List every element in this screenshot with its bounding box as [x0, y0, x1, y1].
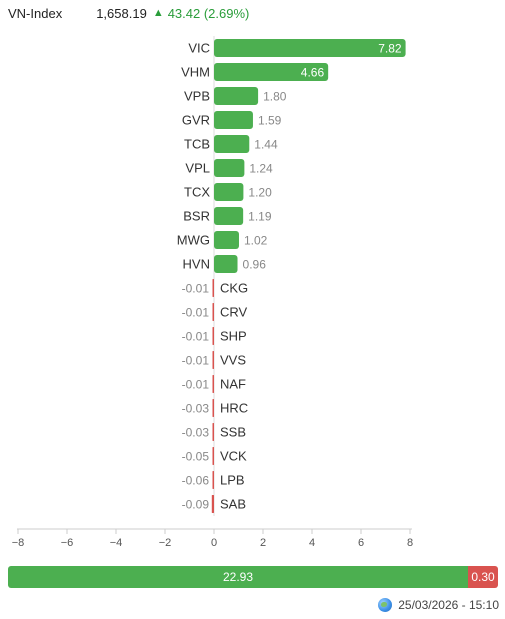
decline-segment: 0.30 — [468, 566, 498, 588]
category-label: SHP — [220, 329, 247, 344]
category-label: CRV — [220, 305, 248, 320]
value-label: -0.03 — [182, 402, 210, 416]
bar-ssb — [212, 423, 214, 441]
value-label: 7.82 — [378, 42, 402, 56]
category-label: TCX — [184, 185, 210, 200]
globe-icon — [378, 598, 393, 612]
value-label: -0.01 — [182, 378, 210, 392]
category-label: GVR — [182, 113, 210, 128]
bar-lpb — [212, 471, 214, 489]
x-tick-label: 2 — [260, 537, 266, 549]
advance-segment: 22.93 — [8, 566, 468, 588]
category-label: NAF — [220, 377, 246, 392]
bar-bsr — [214, 207, 244, 225]
bar-crv — [212, 303, 214, 321]
bar-mwg — [214, 231, 239, 249]
value-label: 1.20 — [248, 186, 272, 200]
value-label: -0.05 — [182, 450, 210, 464]
value-label: -0.01 — [182, 330, 210, 344]
value-label: 1.59 — [258, 114, 282, 128]
bar-hrc — [212, 399, 214, 417]
category-label: SAB — [220, 497, 246, 512]
bar-vhm — [214, 63, 329, 81]
timestamp: 25/03/2026 - 15:10 — [398, 598, 499, 612]
category-label: VPB — [184, 89, 210, 104]
x-tick-label: 4 — [309, 537, 315, 549]
bar-vic — [214, 39, 406, 57]
value-label: 1.44 — [254, 138, 278, 152]
category-label: BSR — [183, 209, 210, 224]
bar-tcx — [214, 183, 244, 201]
bar-vpl — [214, 159, 245, 177]
value-label: 0.96 — [243, 258, 267, 272]
category-label: VPL — [185, 161, 210, 176]
bar-ckg — [212, 279, 214, 297]
category-label: VIC — [188, 41, 210, 56]
value-label: 1.80 — [263, 90, 287, 104]
x-tick-label: −4 — [110, 537, 123, 549]
value-label: 1.19 — [248, 210, 272, 224]
bar-tcb — [214, 135, 250, 153]
index-change: 43.42 (2.69%) — [167, 5, 250, 21]
category-label: CKG — [220, 281, 248, 296]
bar-vck — [212, 447, 214, 465]
index-value: 1,658.19 — [96, 5, 147, 21]
index-header: VN-Index 1,658.19 ▲ 43.42 (2.69%) — [8, 4, 249, 22]
value-label: -0.06 — [182, 474, 210, 488]
x-tick-label: −6 — [61, 537, 74, 549]
decline-label: 0.30 — [471, 570, 495, 584]
bar-sab — [211, 495, 214, 513]
bar-naf — [212, 375, 214, 393]
market-breadth-bar: 22.93 0.30 — [8, 566, 498, 588]
advance-label: 22.93 — [222, 570, 254, 584]
value-label: 1.02 — [244, 234, 268, 248]
x-tick-label: 6 — [358, 537, 364, 549]
footer: 25/03/2026 - 15:10 — [378, 598, 499, 612]
value-label: -0.01 — [182, 354, 210, 368]
bar-hvn — [214, 255, 238, 273]
value-label: -0.01 — [182, 282, 210, 296]
bar-vpb — [214, 87, 259, 105]
contribution-bar-chart: VIC 7.82 VHM 4.66 VPB 1.80 GVR 1.59 TCB 1.44 VPL 1.… — [12, 36, 413, 549]
x-tick-label: −8 — [12, 537, 25, 549]
value-label: 1.24 — [249, 162, 273, 176]
x-tick-label: 8 — [407, 537, 413, 549]
category-label: SSB — [220, 425, 246, 440]
x-tick-label: −2 — [159, 537, 172, 549]
category-label: TCB — [184, 137, 210, 152]
category-label: MWG — [177, 233, 210, 248]
value-label: 4.66 — [301, 66, 325, 80]
bar-gvr — [214, 111, 253, 129]
category-label: LPB — [220, 473, 245, 488]
bar-shp — [212, 327, 214, 345]
value-label: -0.09 — [182, 498, 210, 512]
category-label: VVS — [220, 353, 246, 368]
x-tick-label: 0 — [211, 537, 217, 549]
bar-vvs — [212, 351, 214, 369]
category-label: VHM — [181, 65, 210, 80]
value-label: -0.01 — [182, 306, 210, 320]
index-name: VN-Index — [8, 5, 63, 21]
up-arrow-icon: ▲ — [152, 7, 164, 19]
category-label: VCK — [220, 449, 247, 464]
value-label: -0.03 — [182, 426, 210, 440]
category-label: HRC — [220, 401, 248, 416]
category-label: HVN — [183, 257, 210, 272]
